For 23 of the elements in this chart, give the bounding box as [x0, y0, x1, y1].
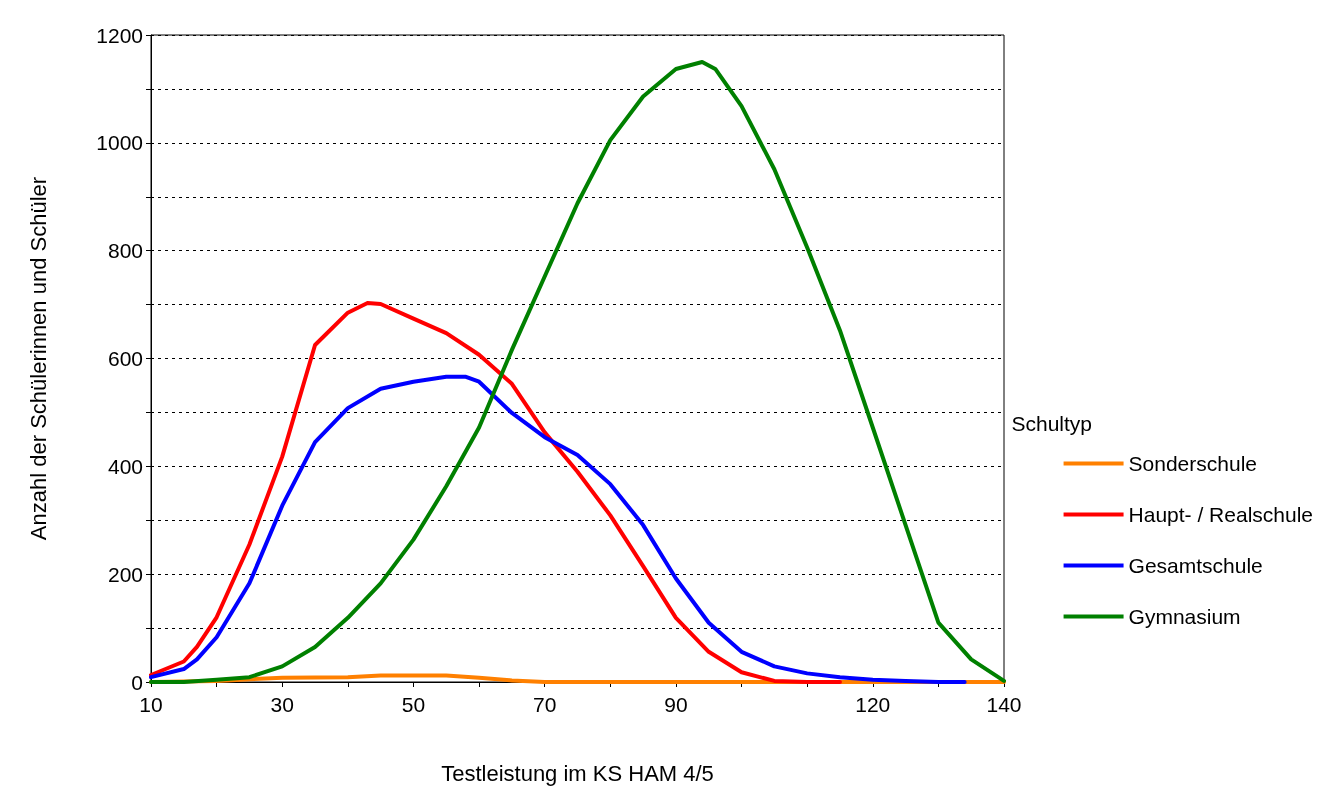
y-tick-label: 1200 — [96, 23, 143, 47]
x-tick-label: 90 — [664, 693, 688, 716]
legend-label: Sonderschule — [1128, 452, 1257, 475]
x-tick-label: 120 — [855, 693, 891, 716]
legend-label: Haupt- / Realschule — [1128, 503, 1314, 526]
y-tick-label: 800 — [107, 239, 143, 263]
line-series — [149, 374, 967, 684]
x-axis-title: Testleistung im KS HAM 4/5 — [441, 760, 714, 786]
line-series — [149, 300, 842, 684]
legend-label: Gymnasium — [1128, 605, 1241, 628]
x-tick-label: 30 — [270, 693, 294, 716]
y-tick-label: 0 — [131, 670, 143, 694]
x-tick-label: 70 — [533, 693, 557, 716]
legend-label: Gesamtschule — [1128, 554, 1263, 577]
y-tick-label: 600 — [107, 347, 143, 370]
x-tick-label: 140 — [986, 693, 1022, 716]
legend-title: Schultyp — [1011, 412, 1092, 435]
y-tick-label: 400 — [107, 454, 143, 478]
y-tick-label: 200 — [107, 562, 143, 586]
x-tick-label: 50 — [401, 693, 426, 716]
x-tick-label: 10 — [139, 693, 163, 716]
y-axis-title: Anzahl der Schülerinnen und Schüler — [25, 176, 51, 541]
y-tick-label: 1000 — [96, 131, 143, 155]
